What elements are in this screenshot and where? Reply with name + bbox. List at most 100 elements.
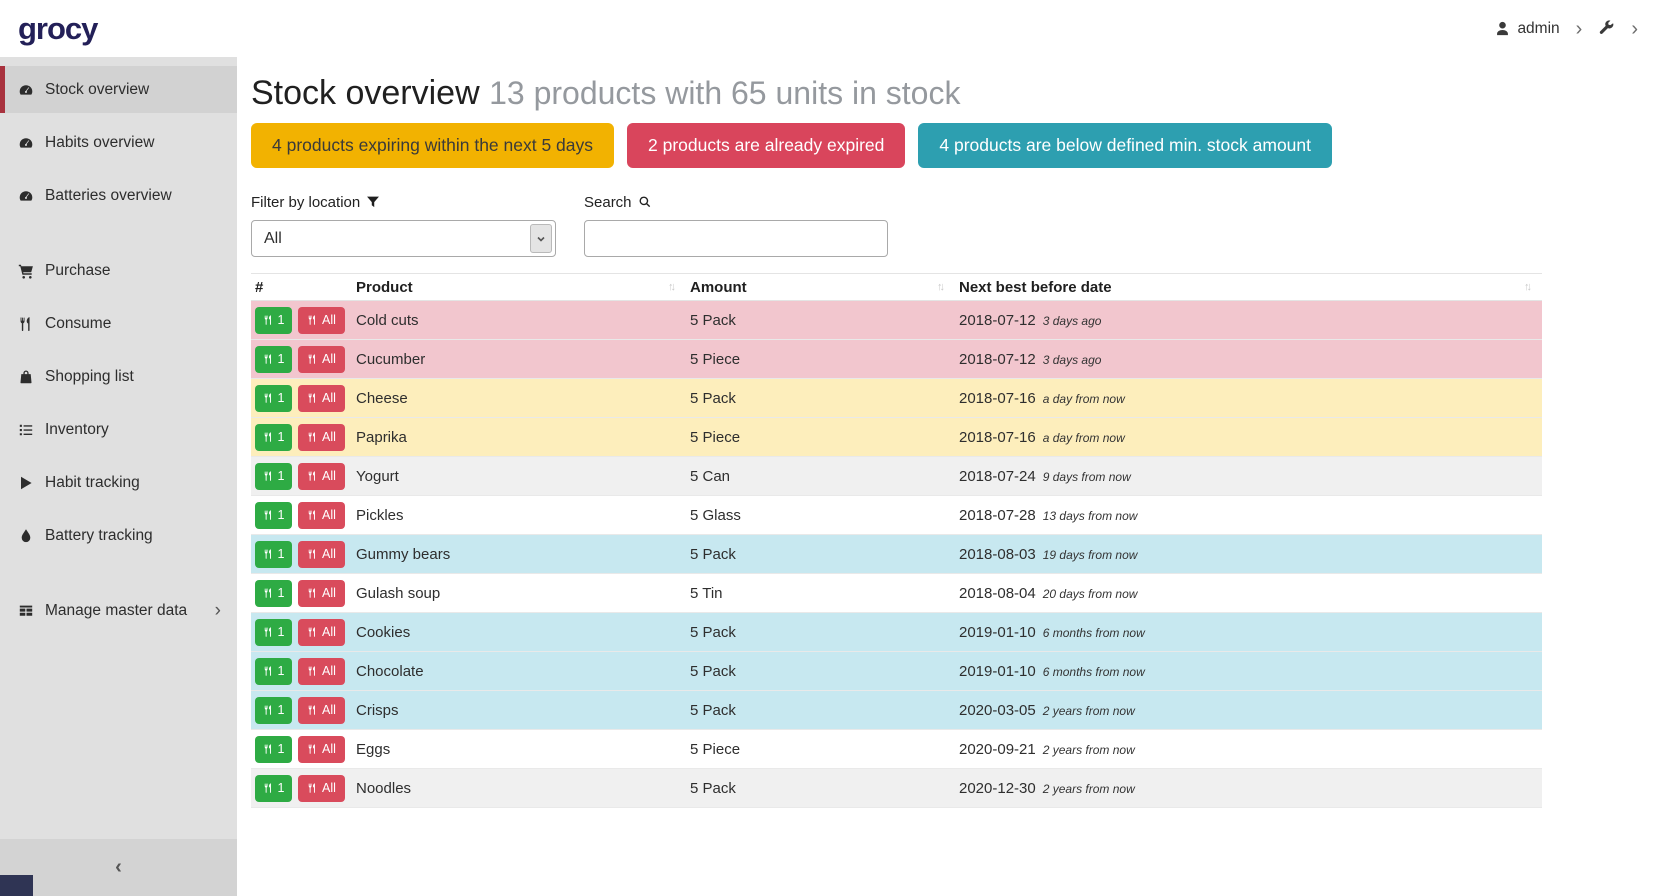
product-name: Paprika	[352, 429, 686, 446]
sidebar-item-purchase[interactable]: Purchase	[0, 247, 237, 294]
consume-all-button[interactable]: All	[298, 580, 345, 607]
consume-one-button[interactable]: 1	[255, 775, 292, 802]
utensils-icon	[307, 548, 318, 560]
sidebar-item-batteries-overview[interactable]: Batteries overview	[0, 172, 237, 219]
utensils-icon	[263, 626, 274, 638]
column-header-best-before[interactable]: Next best before date ↑↓	[955, 279, 1542, 296]
sidebar-item-label: Battery tracking	[45, 527, 153, 545]
consume-all-button[interactable]: All	[298, 541, 345, 568]
consume-all-button[interactable]: All	[298, 307, 345, 334]
wrench-icon[interactable]	[1598, 20, 1615, 37]
product-name: Cucumber	[352, 351, 686, 368]
consume-one-button[interactable]: 1	[255, 463, 292, 490]
grocy-logo: grocy	[16, 11, 97, 47]
consume-one-button[interactable]: 1	[255, 346, 292, 373]
gauge-icon	[18, 188, 36, 204]
consume-one-button[interactable]: 1	[255, 385, 292, 412]
product-name: Yogurt	[352, 468, 686, 485]
consume-one-button[interactable]: 1	[255, 580, 292, 607]
sidebar-item-label: Habit tracking	[45, 474, 140, 492]
utensils-icon	[307, 470, 318, 482]
consume-one-button[interactable]: 1	[255, 502, 292, 529]
sidebar-item-label: Manage master data	[45, 602, 187, 620]
table-row: 1 All Eggs 5 Piece 2020-09-212 years fro…	[251, 730, 1542, 769]
utensils-icon	[263, 743, 274, 755]
settings-chevron-icon[interactable]: ›	[1629, 19, 1640, 39]
consume-all-button[interactable]: All	[298, 424, 345, 451]
consume-all-button[interactable]: All	[298, 385, 345, 412]
sidebar-item-consume[interactable]: Consume	[0, 300, 237, 347]
consume-one-button[interactable]: 1	[255, 424, 292, 451]
sidebar-item-habits-overview[interactable]: Habits overview	[0, 119, 237, 166]
table-row: 1 All Gummy bears 5 Pack 2018-08-0319 da…	[251, 535, 1542, 574]
status-banner-1[interactable]: 2 products are already expired	[627, 123, 905, 168]
product-name: Crisps	[352, 702, 686, 719]
best-before-date: 2018-07-123 days ago	[955, 351, 1542, 368]
table-icon	[18, 603, 36, 619]
user-menu-chevron-icon[interactable]: ›	[1574, 19, 1585, 39]
sort-icon[interactable]: ↑↓	[1524, 281, 1532, 293]
utensils-icon	[307, 392, 318, 404]
column-header-amount[interactable]: Amount ↑↓	[686, 279, 955, 296]
select-chevron-icon[interactable]	[530, 224, 552, 253]
filter-icon	[366, 195, 380, 209]
sidebar-item-manage-master-data[interactable]: Manage master data ›	[0, 587, 237, 634]
best-before-date: 2020-12-302 years from now	[955, 780, 1542, 797]
consume-one-button[interactable]: 1	[255, 307, 292, 334]
utensils-icon	[263, 548, 274, 560]
sort-icon[interactable]: ↑↓	[937, 281, 945, 293]
search-input[interactable]	[584, 220, 888, 257]
consume-one-button[interactable]: 1	[255, 658, 292, 685]
best-before-date: 2018-08-0420 days from now	[955, 585, 1542, 602]
status-banner-2[interactable]: 4 products are below defined min. stock …	[918, 123, 1332, 168]
table-row: 1 All Cold cuts 5 Pack 2018-07-123 days …	[251, 301, 1542, 340]
stock-table: # Product ↑↓ Amount ↑↓ Next best before …	[251, 273, 1542, 808]
utensils-icon	[18, 316, 36, 332]
sidebar-item-label: Consume	[45, 315, 111, 333]
utensils-icon	[307, 704, 318, 716]
sidebar-item-stock-overview[interactable]: Stock overview	[0, 66, 237, 113]
sidebar-item-habit-tracking[interactable]: Habit tracking	[0, 459, 237, 506]
consume-one-button[interactable]: 1	[255, 697, 292, 724]
product-amount: 5 Piece	[686, 351, 955, 368]
column-header-product[interactable]: Product ↑↓	[352, 279, 686, 296]
sidebar-item-label: Stock overview	[45, 81, 149, 99]
sidebar-nav: Stock overview Habits overview Batteries…	[0, 66, 237, 634]
consume-all-button[interactable]: All	[298, 775, 345, 802]
product-amount: 5 Glass	[686, 507, 955, 524]
utensils-icon	[263, 392, 274, 404]
best-before-date: 2019-01-106 months from now	[955, 663, 1542, 680]
sidebar-item-label: Habits overview	[45, 134, 154, 152]
location-select[interactable]: All	[251, 220, 556, 257]
status-banner-0[interactable]: 4 products expiring within the next 5 da…	[251, 123, 614, 168]
consume-all-button[interactable]: All	[298, 697, 345, 724]
product-name: Noodles	[352, 780, 686, 797]
best-before-date: 2018-07-249 days from now	[955, 468, 1542, 485]
consume-one-button[interactable]: 1	[255, 541, 292, 568]
sidebar-item-battery-tracking[interactable]: Battery tracking	[0, 512, 237, 559]
search-icon	[638, 195, 652, 209]
consume-all-button[interactable]: All	[298, 658, 345, 685]
product-amount: 5 Pack	[686, 780, 955, 797]
column-header-number: #	[251, 279, 352, 296]
sort-icon[interactable]: ↑↓	[668, 281, 676, 293]
utensils-icon	[307, 665, 318, 677]
table-row: 1 All Pickles 5 Glass 2018-07-2813 days …	[251, 496, 1542, 535]
sidebar-collapse-button[interactable]: ‹	[0, 839, 237, 896]
consume-one-button[interactable]: 1	[255, 619, 292, 646]
consume-all-button[interactable]: All	[298, 736, 345, 763]
utensils-icon	[307, 626, 318, 638]
user-menu[interactable]: admin	[1494, 20, 1559, 38]
best-before-date: 2018-07-123 days ago	[955, 312, 1542, 329]
table-row: 1 All Chocolate 5 Pack 2019-01-106 month…	[251, 652, 1542, 691]
consume-one-button[interactable]: 1	[255, 736, 292, 763]
bag-icon	[18, 369, 36, 385]
dark-corner-box	[0, 875, 33, 896]
sidebar-item-inventory[interactable]: Inventory	[0, 406, 237, 453]
consume-all-button[interactable]: All	[298, 502, 345, 529]
consume-all-button[interactable]: All	[298, 619, 345, 646]
sidebar-item-label: Batteries overview	[45, 187, 172, 205]
consume-all-button[interactable]: All	[298, 463, 345, 490]
consume-all-button[interactable]: All	[298, 346, 345, 373]
sidebar-item-shopping-list[interactable]: Shopping list	[0, 353, 237, 400]
